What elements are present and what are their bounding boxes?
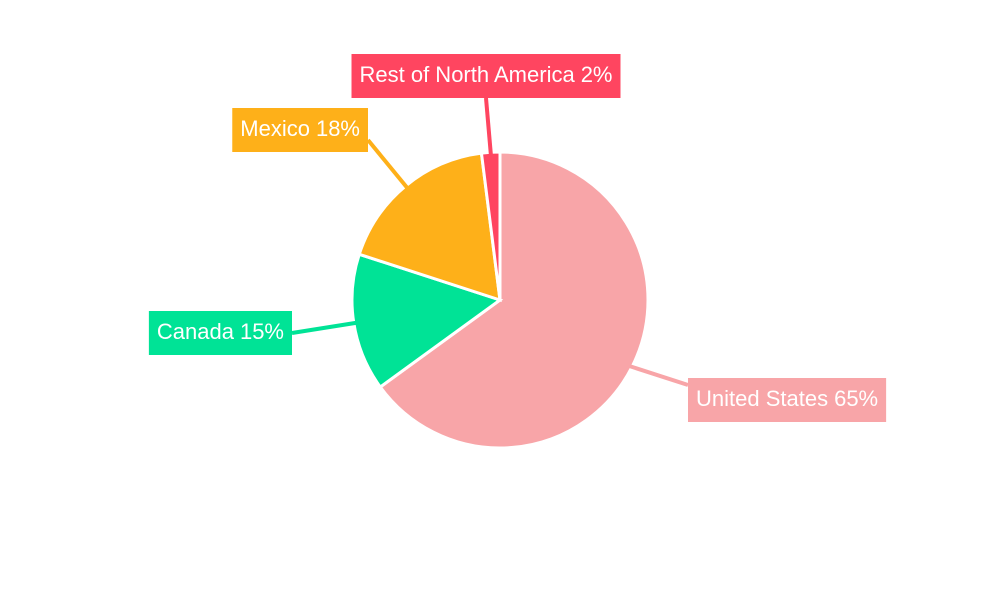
label-value: 2% (581, 62, 613, 87)
leader-line (629, 364, 689, 387)
label-text: Canada 15% (157, 319, 284, 344)
label-category: United States (696, 386, 828, 411)
leader-line (366, 138, 409, 189)
label-text: Rest of North America 2% (360, 62, 613, 87)
label-category: Mexico (240, 116, 310, 141)
label-box (688, 378, 887, 422)
label-box (351, 54, 621, 98)
leader-line (291, 320, 357, 335)
leader-line (484, 97, 493, 155)
slice-label: Mexico 18% (232, 108, 368, 152)
slice-label: Canada 15% (148, 311, 292, 355)
label-text: Mexico 18% (240, 116, 360, 141)
label-box (148, 311, 292, 355)
label-value: 15% (240, 319, 284, 344)
label-value: 65% (834, 386, 878, 411)
slice-label: Rest of North America 2% (351, 54, 621, 98)
label-category: Rest of North America (360, 62, 576, 87)
label-text: United States 65% (696, 386, 878, 411)
slice-label: United States 65% (688, 378, 887, 422)
label-category: Canada (157, 319, 235, 344)
label-box (232, 108, 368, 152)
label-value: 18% (316, 116, 360, 141)
